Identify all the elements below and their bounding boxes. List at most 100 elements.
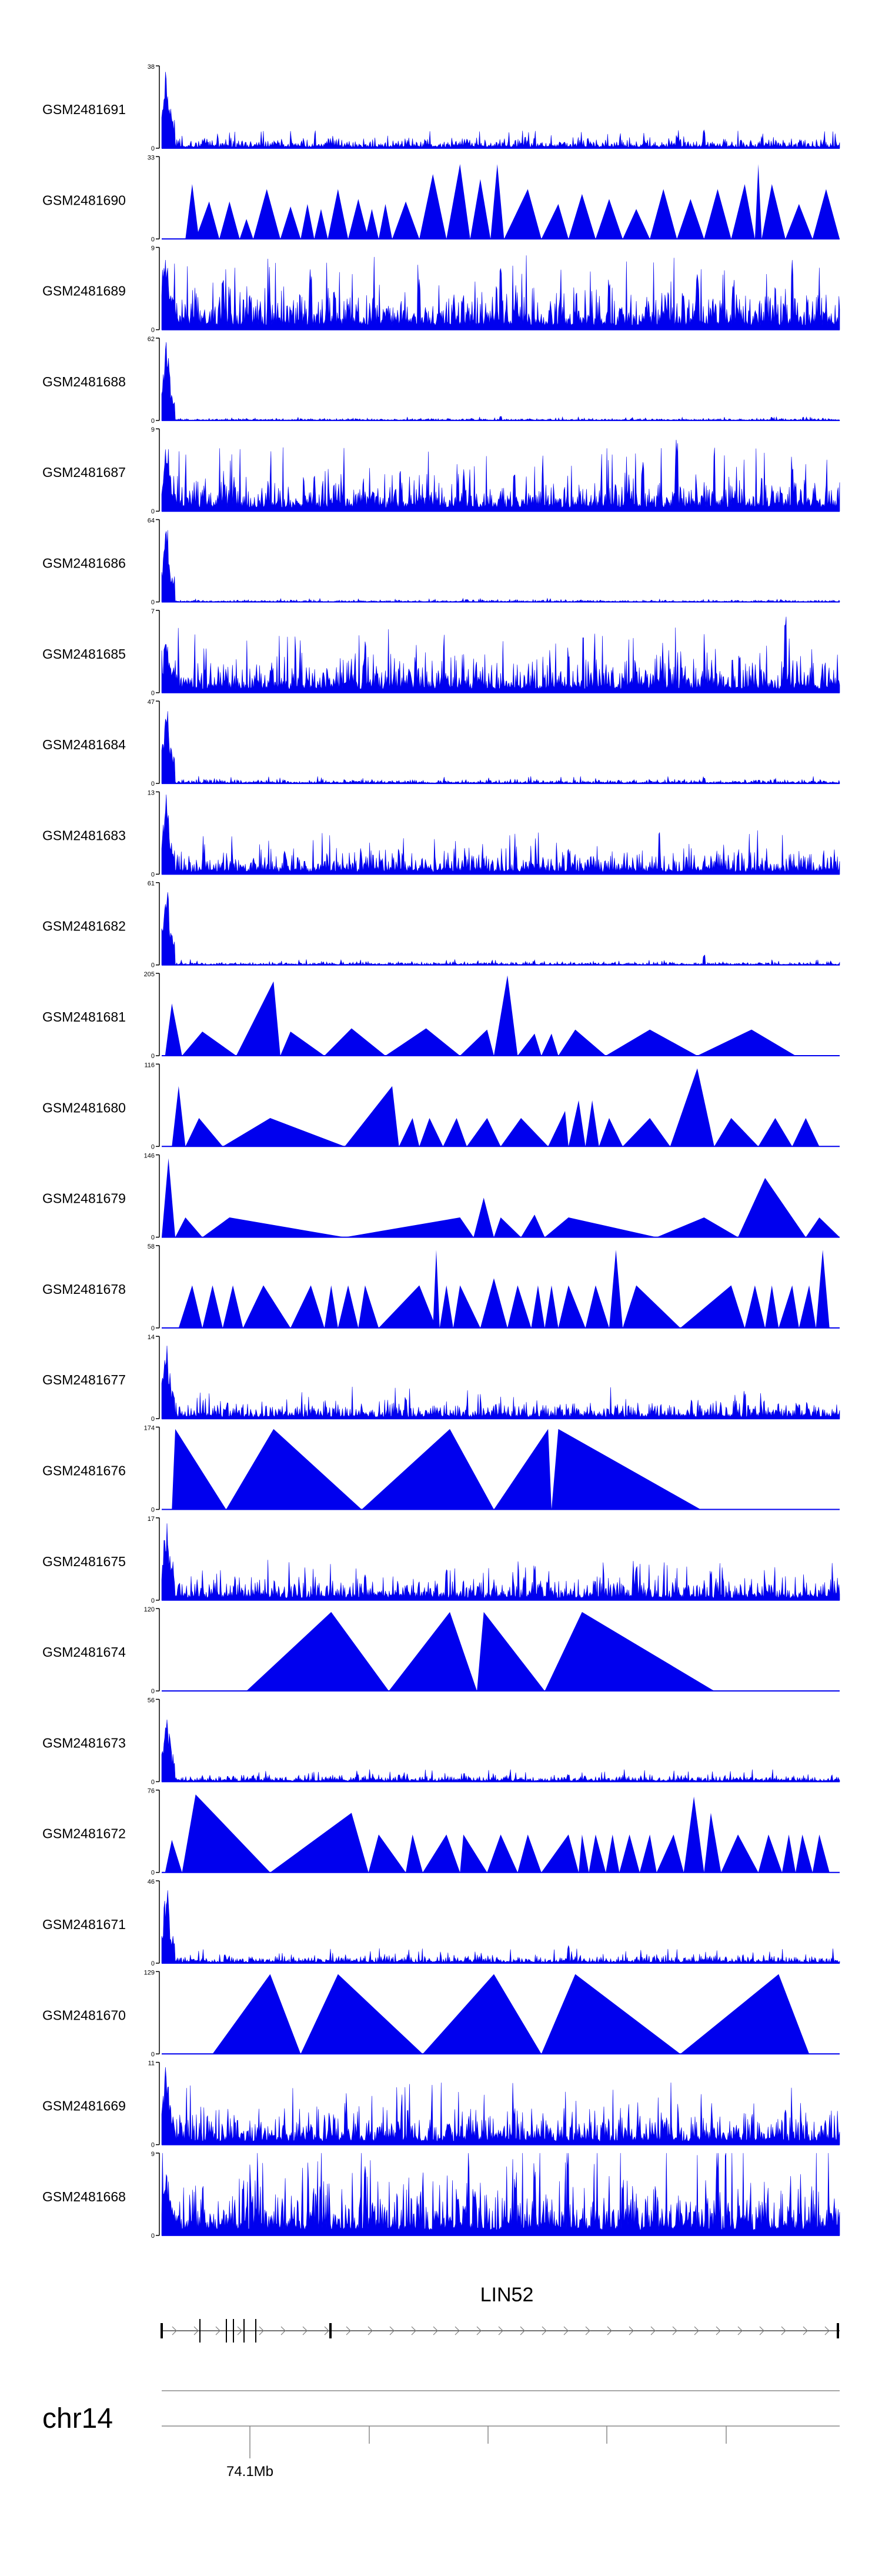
signal-peak [721,1834,759,1873]
signal-peak [754,164,762,239]
signal-peak [812,189,840,239]
signal-profile [161,1719,840,1782]
signal-peak [202,1217,345,1237]
strand-arrow [237,2326,242,2335]
y-min-label: 0 [151,1507,155,1514]
signal-peak [389,1611,477,1691]
track-label: GSM2481679 [42,1191,126,1206]
y-min-label: 0 [151,1234,155,1242]
strand-arrow [476,2326,482,2335]
track-GSM2481681: GSM2481681 205 0 [42,971,840,1060]
y-max-label: 9 [151,245,155,252]
signal-peak [222,1285,243,1328]
signal-peak [477,1611,545,1691]
signal-peak [212,1974,301,2054]
y-min-label: 0 [151,508,155,515]
track-GSM2481686: GSM2481686 64 0 [42,518,840,606]
strand-arrow [694,2326,699,2335]
signal-peak [222,1118,345,1147]
track-label: GSM2481670 [42,2007,126,2023]
signal-peak [738,1177,806,1237]
signal-peak [470,179,491,239]
signal-profile [161,255,840,330]
signal-peak [551,1429,701,1510]
signal-peak [744,1285,766,1328]
track-label: GSM2481680 [42,1100,126,1115]
signal-peak [558,1029,606,1056]
y-max-label: 205 [144,971,155,978]
track-label: GSM2481676 [42,1463,126,1479]
y-min-label: 0 [151,690,155,697]
signal-peak [165,1003,182,1056]
signal-peak [185,183,199,239]
y-max-label: 146 [144,1153,155,1160]
signal-peak [697,1029,796,1056]
y-min-label: 0 [151,780,155,788]
gene-exon [837,2323,839,2338]
track-label: GSM2481683 [42,827,126,843]
signal-peak [517,1033,542,1056]
signal-peak [541,1834,579,1873]
signal-peak [758,1834,782,1873]
y-max-label: 33 [148,154,155,161]
signal-peak [165,1840,182,1873]
y-min-label: 0 [151,418,155,425]
signal-peak [799,1285,816,1328]
signal-peak [785,203,813,239]
signal-peak [182,1032,236,1056]
signal-peak [609,1250,623,1328]
gene-exon [329,2323,332,2338]
signal-peak [182,1794,270,1873]
track-GSM2481689: GSM2481689 9 0 [42,245,840,334]
signal-peak [324,1028,386,1056]
track-GSM2481678: GSM2481678 58 0 [42,1243,840,1332]
y-min-label: 0 [151,1778,155,1786]
signal-peak [324,1285,338,1328]
signal-peak [761,183,786,239]
signal-peak [446,164,470,239]
signal-peak [568,1100,586,1147]
track-GSM2481679: GSM2481679 146 0 [42,1153,840,1242]
track-label: GSM2481688 [42,374,126,389]
y-min-label: 0 [151,327,155,334]
strand-arrow [650,2326,656,2335]
signal-peak [680,1285,745,1328]
track-GSM2481680: GSM2481680 116 0 [42,1062,840,1150]
signal-peak [300,1974,423,2054]
track-label: GSM2481671 [42,1917,126,1932]
signal-peak [348,199,369,239]
track-label: GSM2481682 [42,919,126,934]
signal-peak [595,199,623,239]
signal-peak [517,1834,542,1873]
signal-peak [568,193,596,239]
signal-peak [280,206,301,239]
y-max-label: 9 [151,2151,155,2158]
y-min-label: 0 [151,1688,155,1695]
strand-arrow [759,2326,764,2335]
signal-peak [544,1611,714,1691]
signal-peak [781,1834,796,1873]
track-GSM2481684: GSM2481684 47 0 [42,699,840,788]
signal-peak [619,1834,640,1873]
signal-peak [345,1217,474,1237]
signal-peak [280,1032,325,1056]
signal-peak [185,1118,223,1147]
strand-arrow [259,2326,264,2335]
gene-exon [233,2319,234,2343]
strand-arrow [433,2326,438,2335]
y-min-label: 0 [151,962,155,969]
signal-peak [345,1086,399,1147]
y-min-label: 0 [151,871,155,878]
track-GSM2481690: GSM2481690 33 0 [42,154,840,243]
signal-peak [589,1834,606,1873]
signal-peak [731,183,755,239]
signal-peak [300,203,315,239]
y-max-label: 9 [151,426,155,433]
y-min-label: 0 [151,1597,155,1604]
track-GSM2481668: GSM2481668 9 0 [42,2151,840,2240]
signal-peak [433,1250,440,1328]
strand-arrow [520,2326,525,2335]
y-max-label: 38 [148,64,155,71]
y-min-label: 0 [151,1960,155,1967]
